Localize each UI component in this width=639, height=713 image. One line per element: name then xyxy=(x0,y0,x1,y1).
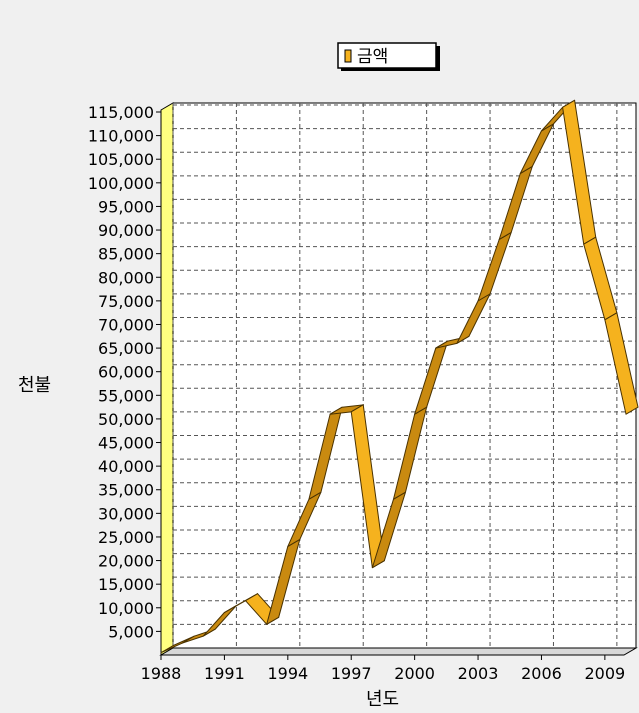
y-tick-label: 115,000 xyxy=(88,103,154,122)
y-tick-label: 75,000 xyxy=(98,292,154,311)
y-tick-label: 30,000 xyxy=(98,504,154,523)
y-tick-label: 40,000 xyxy=(98,457,154,476)
y-tick-label: 60,000 xyxy=(98,363,154,382)
x-tick-label: 2003 xyxy=(458,664,499,683)
y-tick-label: 50,000 xyxy=(98,410,154,429)
y-tick-label: 5,000 xyxy=(108,622,154,641)
y-tick-label: 55,000 xyxy=(98,386,154,405)
y-tick-label: 10,000 xyxy=(98,599,154,618)
legend-swatch xyxy=(345,50,351,62)
y-tick-label: 45,000 xyxy=(98,434,154,453)
y-tick-label: 65,000 xyxy=(98,339,154,358)
y-tick-label: 85,000 xyxy=(98,245,154,264)
y-tick-label: 105,000 xyxy=(88,150,154,169)
y-tick-label: 15,000 xyxy=(98,575,154,594)
y-tick-label: 35,000 xyxy=(98,481,154,500)
y-tick-label: 70,000 xyxy=(98,315,154,334)
y-tick-label: 95,000 xyxy=(98,197,154,216)
legend: 금액 xyxy=(338,43,440,71)
y-tick-label: 110,000 xyxy=(88,127,154,146)
side-wall xyxy=(161,103,173,655)
y-tick-label: 20,000 xyxy=(98,552,154,571)
x-tick-label: 2000 xyxy=(394,664,435,683)
y-tick-label: 90,000 xyxy=(98,221,154,240)
x-tick-label: 2009 xyxy=(585,664,626,683)
x-axis-label: 년도 xyxy=(366,689,399,709)
x-tick-label: 1997 xyxy=(331,664,372,683)
legend-label: 금액 xyxy=(357,47,388,67)
y-tick-label: 25,000 xyxy=(98,528,154,547)
floor xyxy=(161,648,636,655)
x-tick-label: 1991 xyxy=(204,664,245,683)
x-tick-label: 2006 xyxy=(521,664,562,683)
x-tick-label: 1988 xyxy=(141,664,182,683)
back-wall xyxy=(173,103,636,648)
y-tick-label: 80,000 xyxy=(98,268,154,287)
y-axis-label: 천불 xyxy=(18,375,51,396)
y-tick-label: 100,000 xyxy=(88,174,154,193)
x-tick-label: 1994 xyxy=(267,664,308,683)
